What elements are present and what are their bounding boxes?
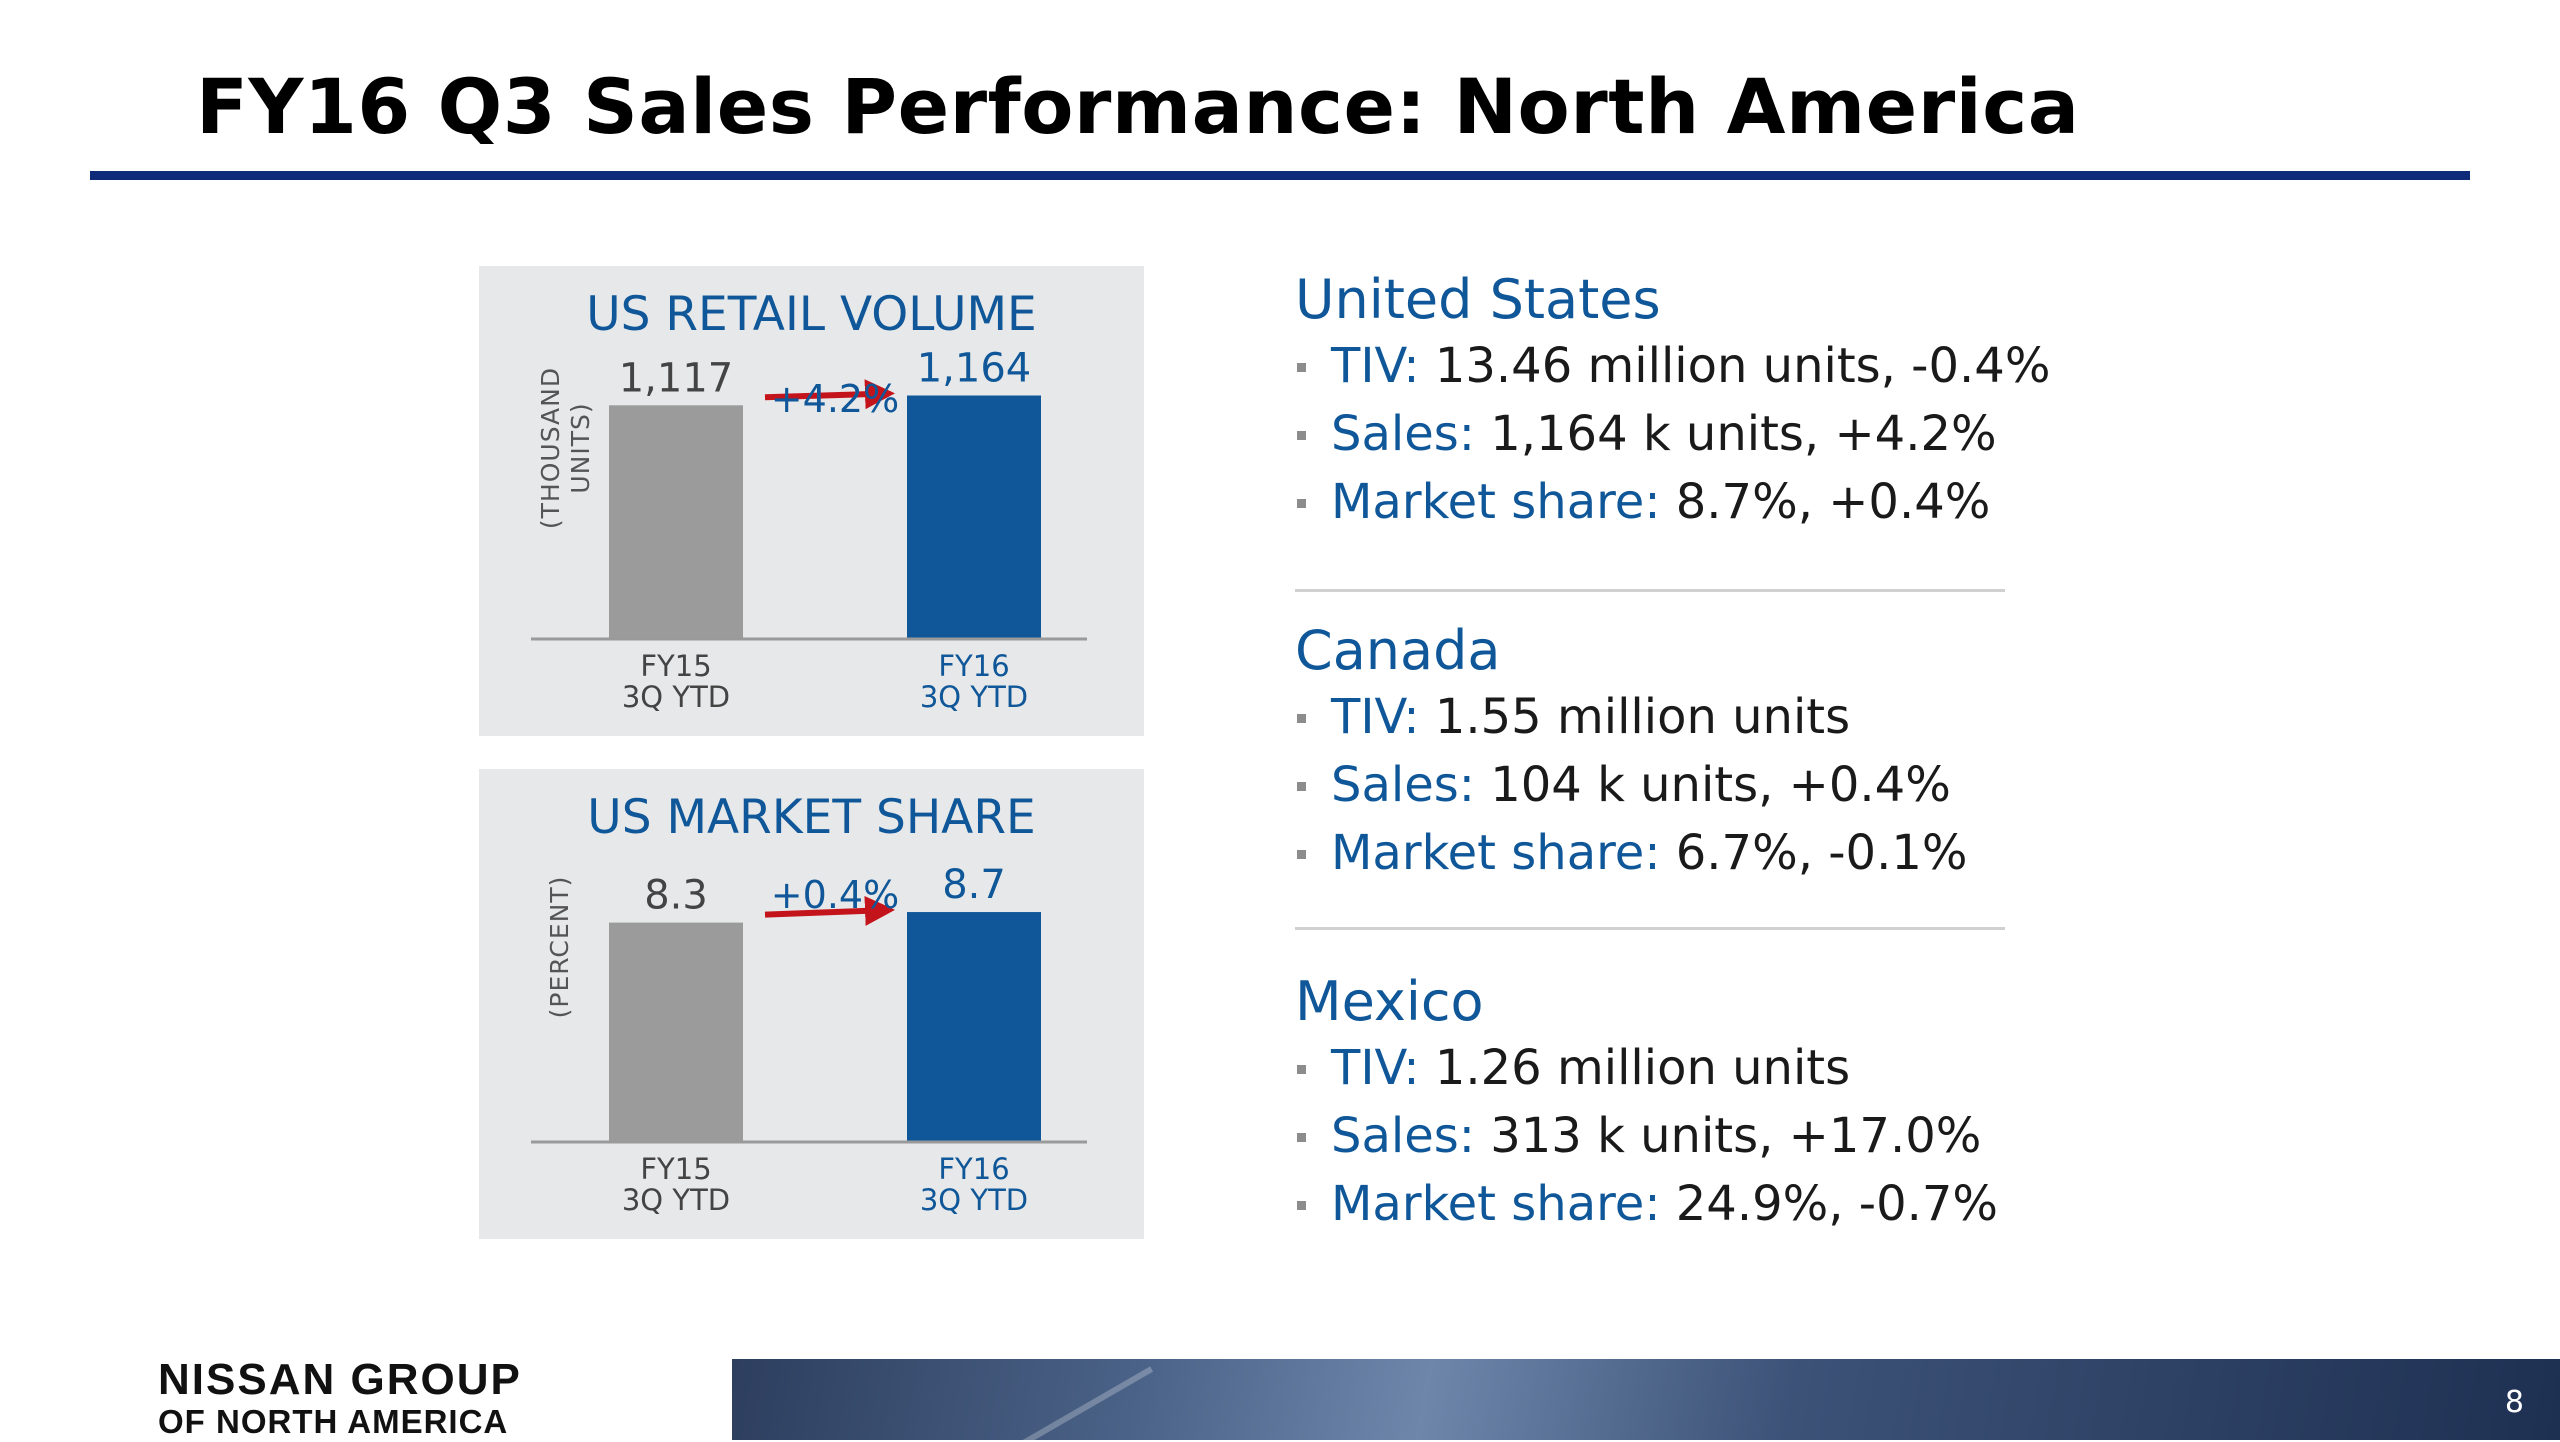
item-value: 1.26 million units — [1419, 1040, 1851, 1096]
item-label: Sales: — [1331, 757, 1475, 813]
logo-line-1: NISSAN GROUP — [158, 1355, 522, 1404]
bullet-icon — [1297, 431, 1306, 440]
change-label: +0.4% — [771, 873, 899, 917]
bar-2 — [907, 395, 1041, 638]
x-tick-label: FY15 — [640, 1152, 711, 1186]
item-value: 1.55 million units — [1419, 689, 1851, 745]
data-label: 8.3 — [644, 873, 708, 919]
list-item: Market share: 8.7%, +0.4% — [1295, 468, 2050, 536]
decorative-streak — [976, 1366, 1154, 1440]
bullet-icon — [1297, 1201, 1306, 1210]
x-tick-label: 3Q YTD — [622, 680, 730, 714]
bullet-icon — [1297, 714, 1306, 723]
x-tick-label: FY15 — [640, 649, 711, 683]
chart-title: US RETAIL VOLUME — [586, 287, 1037, 342]
list-item: TIV: 13.46 million units, -0.4% — [1295, 332, 2050, 400]
item-value: 24.9%, -0.7% — [1660, 1176, 1999, 1232]
item-value: 313 k units, +17.0% — [1474, 1108, 1982, 1164]
y-axis-label: (THOUSANDUNITS) — [536, 367, 595, 529]
bar-1 — [609, 405, 743, 638]
bullet-icon — [1297, 1065, 1306, 1074]
list-item: TIV: 1.26 million units — [1295, 1034, 1998, 1102]
y-axis-label-line: (THOUSAND — [536, 367, 565, 529]
item-label: Market share: — [1331, 825, 1661, 881]
item-label: Sales: — [1331, 406, 1475, 462]
x-tick-label: 3Q YTD — [622, 1183, 730, 1217]
item-label: Market share: — [1331, 474, 1661, 530]
data-label: 1,164 — [917, 346, 1032, 392]
y-axis-label-line: UNITS) — [566, 402, 595, 493]
bar-2 — [907, 912, 1041, 1141]
list-item: Sales: 1,164 k units, +4.2% — [1295, 400, 2050, 468]
bar-1 — [609, 922, 743, 1141]
item-label: TIV: — [1331, 1040, 1420, 1096]
item-label: TIV: — [1331, 338, 1420, 394]
region-heading: United States — [1295, 268, 1661, 331]
change-arrow — [764, 379, 895, 410]
footer-band — [732, 1359, 2560, 1440]
us-retail-volume-chart: US RETAIL VOLUME (THOUSANDUNITS) 1,117 FY1… — [479, 266, 1144, 736]
bullet-icon — [1297, 850, 1306, 859]
section-divider — [1295, 589, 2005, 592]
x-tick-label: 3Q YTD — [920, 680, 1028, 714]
logo-line-2: OF NORTH AMERICA — [158, 1403, 509, 1440]
region-canada: Canada TIV: 1.55 million units Sales: 10… — [1295, 619, 1967, 887]
item-value: 104 k units, +0.4% — [1474, 757, 1951, 813]
y-axis-label: (PERCENT) — [545, 876, 574, 1019]
item-label: TIV: — [1331, 689, 1420, 745]
us-market-share-chart: US MARKET SHARE (PERCENT) 8.3 FY15 3Q YTD 8.… — [479, 769, 1144, 1239]
region-heading: Canada — [1295, 619, 1501, 682]
chart-title: US MARKET SHARE — [587, 790, 1036, 845]
list-item: Market share: 6.7%, -0.1% — [1295, 819, 1967, 887]
data-label: 1,117 — [619, 355, 734, 401]
region-heading: Mexico — [1295, 970, 1484, 1033]
item-value: 13.46 million units, -0.4% — [1419, 338, 2051, 394]
list-item: Sales: 104 k units, +0.4% — [1295, 751, 1967, 819]
nissan-group-logo: NISSAN GROUP OF NORTH AMERICA — [158, 1358, 522, 1442]
x-tick-label: 3Q YTD — [920, 1183, 1028, 1217]
item-label: Market share: — [1331, 1176, 1661, 1232]
x-tick-label: FY16 — [938, 649, 1009, 683]
region-united-states: United States TIV: 13.46 million units, … — [1295, 268, 2050, 536]
item-value: 8.7%, +0.4% — [1660, 474, 1991, 530]
bullet-icon — [1297, 363, 1306, 372]
y-axis-label-line: (PERCENT) — [545, 876, 574, 1019]
title-divider — [90, 171, 2470, 180]
list-item: Sales: 313 k units, +17.0% — [1295, 1102, 1998, 1170]
change-label: +4.2% — [771, 377, 899, 421]
page-title: FY16 Q3 Sales Performance: North America — [196, 62, 2080, 151]
change-arrow — [764, 895, 895, 926]
section-divider — [1295, 927, 2005, 930]
item-value: 1,164 k units, +4.2% — [1474, 406, 1997, 462]
data-label: 8.7 — [942, 862, 1006, 908]
bullet-icon — [1297, 1133, 1306, 1142]
region-mexico: Mexico TIV: 1.26 million units Sales: 31… — [1295, 970, 1998, 1238]
x-tick-label: FY16 — [938, 1152, 1009, 1186]
page-number: 8 — [2504, 1385, 2524, 1420]
list-item: Market share: 24.9%, -0.7% — [1295, 1170, 1998, 1238]
bullet-icon — [1297, 782, 1306, 791]
item-value: 6.7%, -0.1% — [1660, 825, 1968, 881]
item-label: Sales: — [1331, 1108, 1475, 1164]
bullet-icon — [1297, 499, 1306, 508]
list-item: TIV: 1.55 million units — [1295, 683, 1967, 751]
